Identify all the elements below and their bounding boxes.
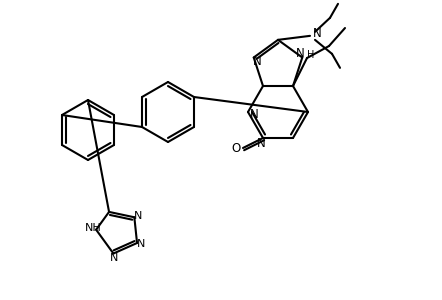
Text: N: N [137,239,145,249]
Text: N: N [110,253,118,262]
Text: O: O [231,142,240,155]
Text: N: N [253,55,262,68]
Text: N: N [296,47,305,60]
Text: N: N [250,107,259,121]
Text: H: H [307,50,315,61]
Text: N: N [134,211,142,221]
Text: N: N [312,27,321,40]
Text: NH: NH [85,223,102,233]
Text: N: N [257,137,265,151]
